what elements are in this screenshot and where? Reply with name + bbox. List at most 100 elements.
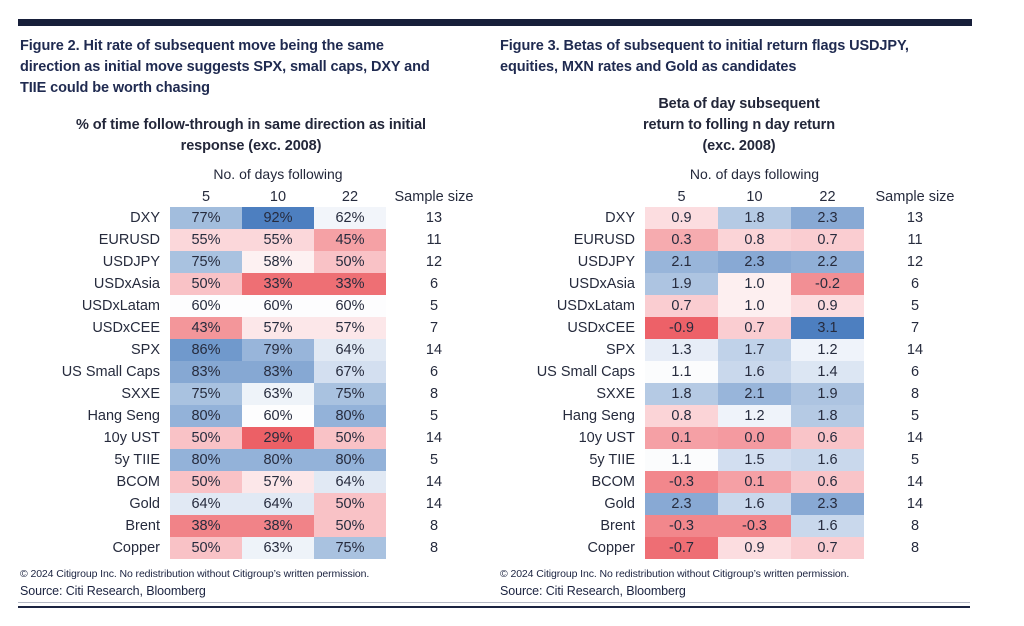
table-row: Hang Seng 80% 60% 80% 5 xyxy=(20,405,482,427)
heat-cell: 75% xyxy=(170,383,242,405)
sample-size-value: 14 xyxy=(425,496,443,512)
column-header-22: 22 xyxy=(819,188,836,205)
heat-cell: 1.8 xyxy=(645,383,718,405)
source-note: Source: Citi Research, Bloomberg xyxy=(20,584,206,598)
sample-size-value: 7 xyxy=(910,320,920,336)
heat-cell: 0.1 xyxy=(645,427,718,449)
column-header-22: 22 xyxy=(341,188,359,205)
figure-3-title-line: equities, MXN rates and Gold as candidat… xyxy=(500,59,797,75)
heat-cell: 1.8 xyxy=(791,405,864,427)
row-label: USDxAsia xyxy=(568,276,635,292)
heat-cell: 50% xyxy=(170,471,242,493)
row-label: SXXE xyxy=(121,386,160,402)
sample-size-value: 14 xyxy=(906,342,924,358)
column-header-10: 10 xyxy=(746,188,763,205)
heat-cell: 80% xyxy=(170,405,242,427)
table-row: USDxCEE 43% 57% 57% 7 xyxy=(20,317,482,339)
row-label: SXXE xyxy=(596,386,635,402)
heat-cell: 50% xyxy=(314,493,386,515)
figure-2-title-line: TIIE could be worth chasing xyxy=(20,80,210,96)
heat-cell: 1.6 xyxy=(791,449,864,471)
bottom-rule-thick-line xyxy=(18,606,970,608)
heat-cell: 80% xyxy=(242,449,314,471)
heat-cell: 1.4 xyxy=(791,361,864,383)
row-label: DXY xyxy=(605,210,635,226)
heat-cell: 1.5 xyxy=(718,449,791,471)
heat-cell: 1.2 xyxy=(718,405,791,427)
heat-cell: 1.3 xyxy=(645,339,718,361)
heat-cell: 57% xyxy=(242,317,314,339)
heat-cell: 64% xyxy=(242,493,314,515)
heat-cell: -0.3 xyxy=(718,515,791,537)
sample-size-value: 8 xyxy=(429,386,439,402)
table-header-row: 5 10 22 Sample size xyxy=(500,186,978,207)
column-header-10: 10 xyxy=(269,188,287,205)
table-row: Gold 64% 64% 50% 14 xyxy=(20,493,482,515)
heat-cell: 33% xyxy=(242,273,314,295)
sample-size-value: 11 xyxy=(907,232,923,248)
heat-cell: 1.0 xyxy=(718,295,791,317)
table-row: SPX 1.3 1.7 1.2 14 xyxy=(500,339,978,361)
sample-size-value: 5 xyxy=(910,298,920,314)
heat-cell: 57% xyxy=(242,471,314,493)
heat-cell: 43% xyxy=(170,317,242,339)
figure-2-title: Figure 2. Hit rate of subsequent move be… xyxy=(20,36,482,99)
sample-size-value: 7 xyxy=(429,320,439,336)
subtitle-line: Beta of day subsequent xyxy=(658,96,820,112)
row-label: Gold xyxy=(129,496,160,512)
row-label: SPX xyxy=(605,342,635,358)
row-label: Brent xyxy=(600,518,635,534)
sample-size-value: 14 xyxy=(425,342,443,358)
table-row: BCOM 50% 57% 64% 14 xyxy=(20,471,482,493)
sample-size-value: 6 xyxy=(429,276,439,292)
heat-cell: -0.3 xyxy=(645,471,718,493)
heat-cell: 57% xyxy=(314,317,386,339)
row-label: USDxCEE xyxy=(567,320,635,336)
row-label: SPX xyxy=(130,342,160,358)
heat-cell: 2.3 xyxy=(645,493,718,515)
days-following-label: No. of days following xyxy=(213,166,343,182)
heat-cell: 0.7 xyxy=(791,537,864,559)
row-label: 5y TIIE xyxy=(114,452,160,468)
heat-cell: 60% xyxy=(242,405,314,427)
heat-cell: 79% xyxy=(242,339,314,361)
table-row: USDxAsia 1.9 1.0 -0.2 6 xyxy=(500,273,978,295)
sample-size-value: 5 xyxy=(429,408,439,424)
figure-2-title-line: direction as initial move suggests SPX, … xyxy=(20,59,430,75)
table-row: US Small Caps 1.1 1.6 1.4 6 xyxy=(500,361,978,383)
heat-cell: 0.0 xyxy=(718,427,791,449)
subtitle-line: % of time follow-through in same directi… xyxy=(76,117,426,133)
heat-cell: 0.7 xyxy=(718,317,791,339)
heat-cell: 55% xyxy=(242,229,314,251)
heat-cell: 33% xyxy=(314,273,386,295)
heat-cell: 77% xyxy=(170,207,242,229)
row-label: BCOM xyxy=(591,474,636,490)
heat-cell: 3.1 xyxy=(791,317,864,339)
heat-cell: 60% xyxy=(170,295,242,317)
row-label: Hang Seng xyxy=(562,408,635,424)
heat-cell: 63% xyxy=(242,383,314,405)
figure-2-title-line: Figure 2. Hit rate of subsequent move be… xyxy=(20,38,384,54)
table-row: USDxLatam 60% 60% 60% 5 xyxy=(20,295,482,317)
sample-size-header: Sample size xyxy=(875,188,955,205)
heat-cell: 1.0 xyxy=(718,273,791,295)
table-row: Hang Seng 0.8 1.2 1.8 5 xyxy=(500,405,978,427)
heat-cell: 50% xyxy=(170,273,242,295)
heat-cell: 92% xyxy=(242,207,314,229)
row-label: US Small Caps xyxy=(536,364,635,380)
row-label: US Small Caps xyxy=(61,364,160,380)
figure-3-title-line: Figure 3. Betas of subsequent to initial… xyxy=(500,38,909,54)
heat-cell: 64% xyxy=(170,493,242,515)
row-label: USDJPY xyxy=(102,254,160,270)
row-label: USDxAsia xyxy=(93,276,160,292)
sample-size-value: 8 xyxy=(429,518,439,534)
heat-cell: 64% xyxy=(314,339,386,361)
sample-size-value: 8 xyxy=(429,540,439,556)
sample-size-value: 14 xyxy=(906,496,924,512)
heat-cell: 0.3 xyxy=(645,229,718,251)
heat-cell: 58% xyxy=(242,251,314,273)
sample-size-value: 5 xyxy=(429,452,439,468)
row-label: DXY xyxy=(130,210,160,226)
sample-size-value: 5 xyxy=(429,298,439,314)
heat-cell: 2.3 xyxy=(791,493,864,515)
